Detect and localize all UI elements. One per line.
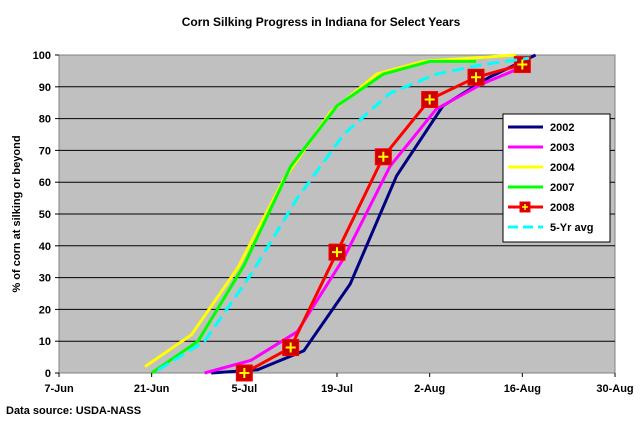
chart-title: Corn Silking Progress in Indiana for Sel…: [182, 15, 461, 29]
x-tick-label: 7-Jun: [44, 383, 74, 395]
x-tick-label: 19-Jul: [321, 383, 353, 395]
series-lines: [144, 53, 537, 382]
legend-marker-cross: [522, 204, 528, 210]
x-tick-label: 16-Aug: [504, 383, 541, 395]
series-line: [157, 56, 530, 372]
data-point-cross: [239, 368, 250, 378]
y-axis: 0 10 20 30 40 50 60 70 80 90 100: [33, 50, 59, 380]
y-tick-label: 80: [39, 114, 51, 126]
legend-box: [502, 113, 611, 243]
legend-label: 2003: [550, 142, 574, 154]
legend-label: 2008: [550, 202, 574, 214]
data-point-cross: [471, 72, 481, 83]
y-tick-label: 70: [39, 145, 51, 157]
series-line: [150, 59, 476, 375]
data-point-cross: [424, 94, 435, 105]
data-source-note: Data source: USDA-NASS: [6, 405, 141, 417]
y-tick-label: 10: [39, 336, 51, 348]
data-point-cross: [378, 151, 389, 162]
y-tick-label: 60: [39, 177, 51, 189]
data-point-cross: [285, 342, 296, 353]
data-point-cross: [517, 59, 528, 70]
x-tick-label: 2-Aug: [414, 383, 445, 395]
y-tick-label: 100: [33, 50, 51, 62]
legend-label: 2004: [550, 162, 575, 174]
y-tick-label: 30: [39, 273, 51, 285]
x-tick-label: 21-Jun: [134, 383, 170, 395]
series-line: [204, 63, 530, 375]
legend-label: 2002: [550, 122, 574, 134]
legend: 2002 2003 2004 2007 2008 5-Yr avg: [502, 113, 611, 243]
legend-label: 2007: [550, 182, 574, 194]
y-tick-label: 0: [45, 368, 51, 380]
x-axis: 7-Jun 21-Jun 5-Jul 19-Jul 2-Aug 16-Aug 30-Aug: [44, 373, 634, 395]
legend-label: 5-Yr avg: [550, 222, 593, 234]
y-tick-label: 20: [39, 304, 51, 316]
data-point-cross: [332, 247, 342, 258]
x-tick-label: 5-Jul: [231, 383, 257, 395]
y-tick-label: 50: [39, 209, 51, 221]
y-tick-label: 40: [39, 241, 51, 253]
y-tick-label: 90: [39, 82, 51, 94]
x-tick-label: 30-Aug: [596, 383, 633, 395]
y-axis-title: % of corn at silking or beyond: [11, 135, 23, 292]
